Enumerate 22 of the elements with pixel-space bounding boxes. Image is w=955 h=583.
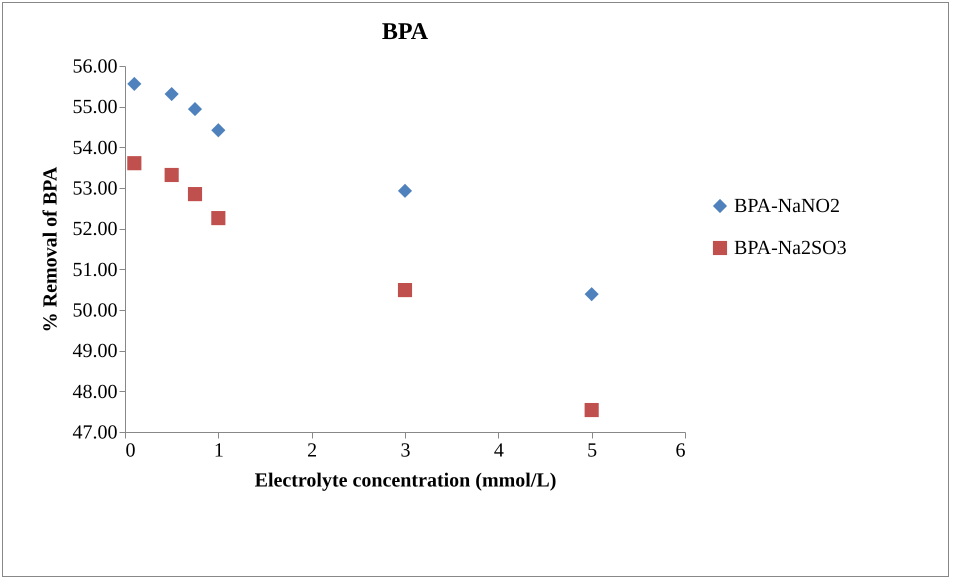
y-axis-title: % Removal of BPA xyxy=(40,166,62,332)
legend-label: BPA-Na2SO3 xyxy=(734,237,847,259)
legend-label: BPA-NaNO2 xyxy=(734,195,840,217)
y-tick-label: 48.00 xyxy=(72,380,118,403)
x-tick-label: 6 xyxy=(676,440,686,462)
y-tick-label: 47.00 xyxy=(72,422,118,444)
y-tick-label: 55.00 xyxy=(72,96,118,118)
y-tick-label: 52.00 xyxy=(72,218,118,240)
x-tick-label: 1 xyxy=(214,440,224,462)
y-tick-label: 50.00 xyxy=(72,300,118,322)
x-tick-label: 2 xyxy=(307,440,318,462)
x-tick-label: 5 xyxy=(587,440,598,462)
y-tick-label: 53.00 xyxy=(72,178,118,200)
x-tick-label: 0 xyxy=(126,440,136,462)
x-tick-label: 3 xyxy=(400,440,410,462)
y-tick-label: 49.00 xyxy=(72,340,118,362)
y-tick-label: 54.00 xyxy=(72,136,118,159)
y-tick-label: 56.00 xyxy=(72,56,118,78)
x-axis-title: Electrolyte concentration (mmol/L) xyxy=(254,470,556,492)
x-tick-label: 4 xyxy=(494,440,504,462)
y-tick-label: 51.00 xyxy=(72,258,118,281)
chart-title: BPA xyxy=(382,19,429,45)
